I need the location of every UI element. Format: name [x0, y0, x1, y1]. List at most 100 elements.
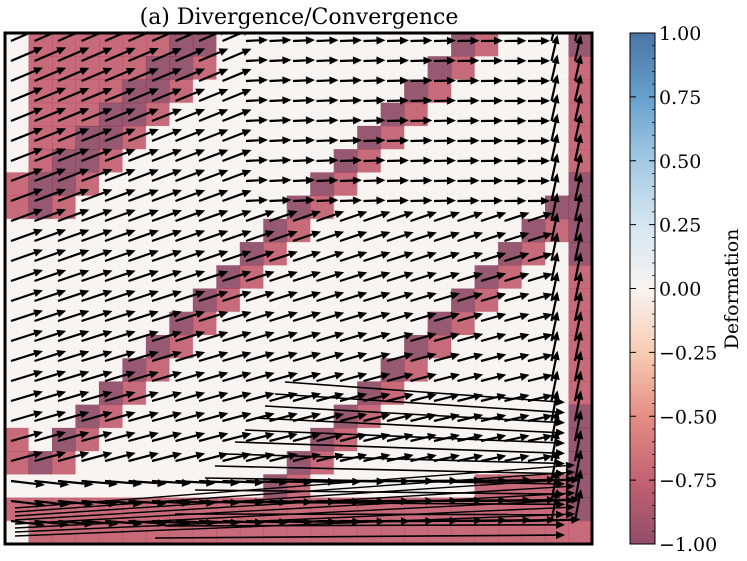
quiver-arrow — [222, 371, 252, 383]
heatmap-cell — [263, 33, 288, 57]
heatmap-cell — [498, 172, 523, 197]
quiver-arrow — [410, 196, 433, 205]
quiver-arrow — [316, 250, 345, 263]
quiver-arrow — [151, 48, 182, 63]
quiver-arrow — [527, 96, 550, 105]
quiver-arrow — [284, 381, 565, 406]
quiver-arrow — [14, 475, 575, 517]
heatmap-cell — [216, 404, 241, 429]
heatmap-cell — [286, 125, 311, 150]
quiver-arrow — [57, 229, 90, 243]
heatmap-cell — [498, 404, 523, 429]
quiver-arrow — [57, 168, 90, 183]
quiver-arrow — [104, 390, 136, 403]
quiver-arrow — [386, 372, 414, 383]
quiver-arrow — [316, 76, 339, 85]
quiver-arrow — [457, 156, 480, 165]
quiver-arrow — [292, 291, 321, 303]
quiver-arrow — [316, 230, 345, 243]
quiver-arrow — [10, 410, 43, 423]
heatmap-cell — [404, 404, 429, 429]
quiver-arrow — [410, 251, 437, 263]
quiver-arrow — [363, 96, 386, 105]
quiver-arrow — [175, 128, 206, 143]
quiver-arrow — [274, 393, 565, 417]
heatmap-cell — [333, 242, 358, 266]
quiver-arrow — [128, 390, 159, 403]
quiver-arrow — [269, 210, 298, 223]
heatmap-cell — [310, 404, 335, 429]
quiver-arrow — [57, 128, 90, 143]
quiver-arrow — [175, 189, 206, 203]
quiver-arrow — [151, 370, 182, 383]
quiver-arrow — [386, 76, 409, 85]
quiver-arrow — [504, 176, 527, 185]
quiver-arrow — [292, 311, 321, 323]
quiver-arrow — [222, 331, 252, 343]
heatmap-cell — [333, 56, 358, 80]
quiver-arrow — [573, 252, 584, 282]
quiver-arrow — [269, 196, 292, 205]
quiver-arrow — [292, 351, 321, 363]
quiver-arrow — [245, 176, 268, 185]
quiver-arrow — [245, 230, 275, 243]
heatmap-cell — [239, 242, 264, 266]
quiver-arrow — [81, 390, 113, 403]
quiver-arrow — [10, 289, 43, 303]
heatmap-cell — [427, 79, 452, 104]
quiver-arrow — [433, 312, 460, 323]
quiver-arrow — [480, 156, 503, 165]
quiver-arrow — [292, 432, 321, 443]
quiver-arrow — [504, 196, 527, 205]
quiver-arrow — [339, 311, 368, 323]
heatmap-cell — [286, 520, 311, 544]
quiver-arrow — [386, 176, 409, 185]
quiver-arrow — [573, 54, 583, 82]
heatmap-cell — [404, 172, 429, 197]
heatmap-cell — [498, 56, 523, 80]
heatmap-cell — [427, 265, 452, 289]
quiver-arrow — [245, 270, 275, 283]
heatmap-cell — [568, 334, 592, 359]
quiver-arrow — [198, 250, 229, 263]
quiver-arrow — [198, 230, 229, 243]
quiver-arrow — [10, 390, 43, 403]
heatmap-cell — [451, 125, 476, 150]
heatmap-cell — [310, 33, 335, 57]
quiver-arrow — [34, 107, 67, 123]
quiver-arrow — [104, 229, 136, 243]
colorbar-tick-label: 0.25 — [659, 215, 701, 237]
quiver-arrow — [128, 431, 159, 443]
quiver-arrow — [433, 196, 456, 205]
heatmap-cells — [5, 33, 592, 544]
quiver-arrow — [151, 350, 182, 363]
quiver-arrow — [269, 136, 292, 145]
quiver-arrow — [504, 211, 530, 223]
heatmap-cell — [239, 79, 264, 104]
quiver-arrow — [198, 411, 229, 423]
quiver-arrow — [457, 332, 484, 343]
quiver-arrow — [410, 156, 433, 165]
quiver-arrow — [550, 113, 560, 142]
quiver-arrow — [480, 352, 507, 363]
quiver-arrow — [433, 231, 460, 243]
quiver-arrow — [410, 372, 437, 383]
quiver-arrow — [10, 127, 43, 143]
quiver-arrow — [550, 153, 560, 182]
quiver-arrow — [386, 156, 409, 165]
quiver-arrow — [386, 251, 414, 263]
quiver-arrow — [363, 76, 386, 85]
quiver-arrow — [245, 136, 268, 145]
heatmap-cell — [5, 404, 29, 429]
quiver-arrow — [175, 270, 206, 283]
quiver-arrow — [386, 116, 409, 125]
quiver-arrow — [222, 68, 252, 83]
heatmap-cell — [357, 520, 382, 544]
heatmap-cell — [380, 56, 405, 80]
heatmap-cell — [333, 265, 358, 289]
heatmap-cell — [427, 33, 452, 57]
quiver-arrow — [104, 269, 136, 283]
quiver-arrow — [128, 47, 159, 63]
heatmap-cell — [28, 242, 53, 266]
heatmap-cell — [51, 149, 76, 173]
